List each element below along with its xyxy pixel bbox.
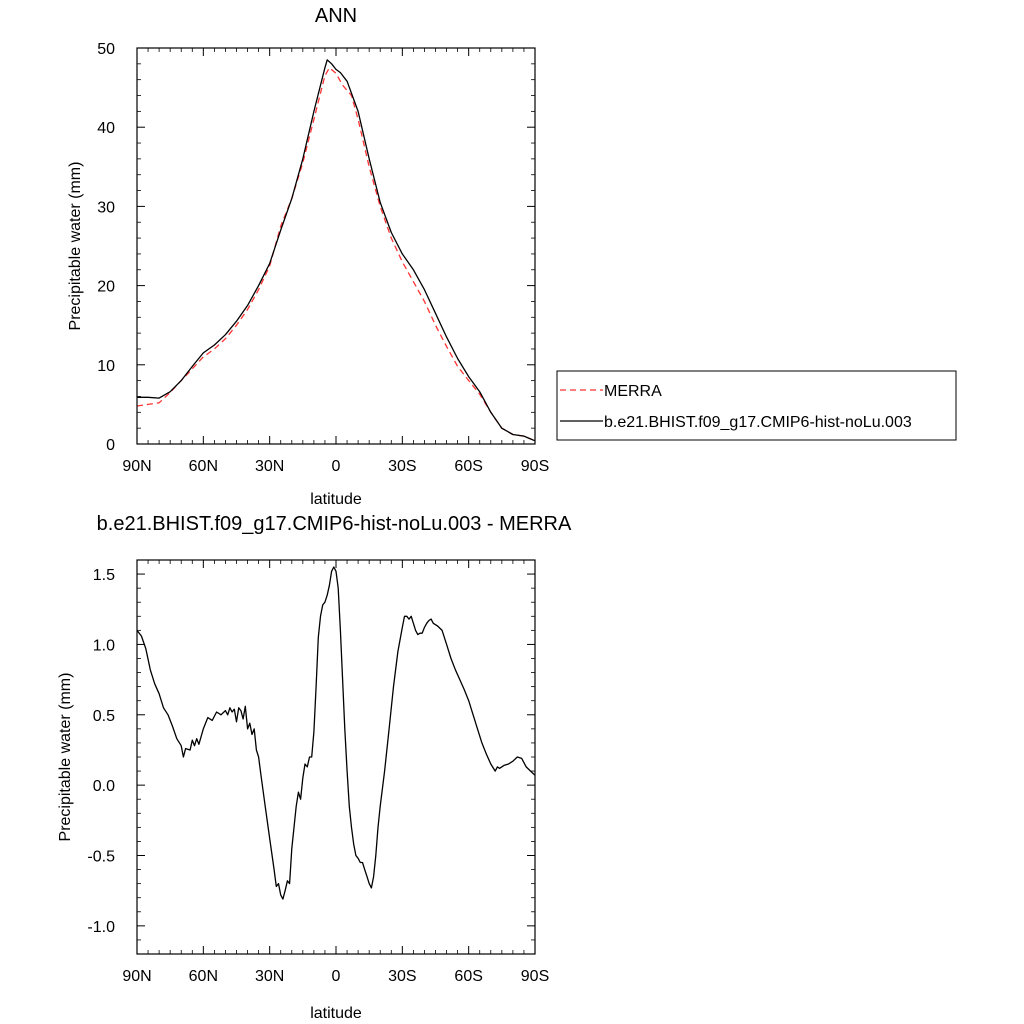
x-tick-label: 90N [122, 458, 151, 475]
y-tick-label: 10 [97, 358, 115, 375]
x-axis-label: latitude [310, 491, 362, 508]
plot-frame [136, 559, 536, 955]
y-tick-label: 0.5 [93, 708, 115, 725]
x-tick-label: 30S [388, 458, 416, 475]
x-tick-label: 90N [122, 968, 151, 985]
y-tick-label: 1.5 [93, 567, 115, 584]
y-tick-label: 20 [97, 279, 115, 296]
chart-title: ANN [315, 5, 357, 27]
x-tick-label: 60S [454, 458, 482, 475]
x-tick-label: 0 [332, 458, 341, 475]
x-tick-label: 30N [255, 458, 284, 475]
y-tick-label: 30 [97, 199, 115, 216]
series-layer [136, 566, 536, 900]
x-axis-label: latitude [310, 1005, 362, 1022]
y-tick-label: -0.5 [87, 849, 115, 866]
x-tick-label: 30S [388, 968, 416, 985]
y-axis-label: Precipitable water (mm) [67, 162, 84, 331]
y-tick-label: 0 [106, 437, 115, 454]
x-tick-label: 90S [521, 458, 549, 475]
x-tick-label: 30N [255, 968, 284, 985]
tick-layer: 90N 60N 30N 0 30S 60S 90S 0 10 20 30 40 50 [97, 41, 549, 475]
chart-panel-ann: ANN Precipitable water (mm) latitude 90N… [67, 5, 957, 508]
x-tick-label: 60S [454, 968, 482, 985]
x-tick-label: 0 [332, 968, 341, 985]
tick-layer: 90N 60N 30N 0 30S 60S 90S -1.0 -0.5 0.0 0.5 1.0 1.5 [87, 559, 549, 985]
y-tick-label: 40 [97, 120, 115, 137]
legend: MERRA b.e21.BHIST.f09_g17.CMIP6-hist-noL… [556, 370, 957, 441]
legend-box [556, 370, 957, 441]
y-axis-label: Precipitable water (mm) [57, 673, 74, 842]
y-tick-label: -1.0 [87, 919, 115, 936]
y-tick-label: 50 [97, 41, 115, 58]
chart-title: b.e21.BHIST.f09_g17.CMIP6-hist-noLu.003 … [97, 513, 572, 535]
y-tick-label: 0.0 [93, 778, 115, 795]
plot-frame [136, 47, 536, 445]
y-tick-label: 1.0 [93, 637, 115, 654]
x-tick-label: 60N [189, 458, 218, 475]
legend-label-model: b.e21.BHIST.f09_g17.CMIP6-hist-noLu.003 [604, 414, 912, 431]
x-tick-label: 90S [521, 968, 549, 985]
series-line-model [137, 59, 536, 442]
series-line-difference [136, 566, 536, 900]
x-tick-label: 60N [189, 968, 218, 985]
chart-panel-difference: b.e21.BHIST.f09_g17.CMIP6-hist-noLu.003 … [57, 513, 572, 1022]
legend-label-merra: MERRA [604, 383, 662, 400]
series-layer [136, 59, 536, 442]
series-line-merra [136, 67, 536, 442]
